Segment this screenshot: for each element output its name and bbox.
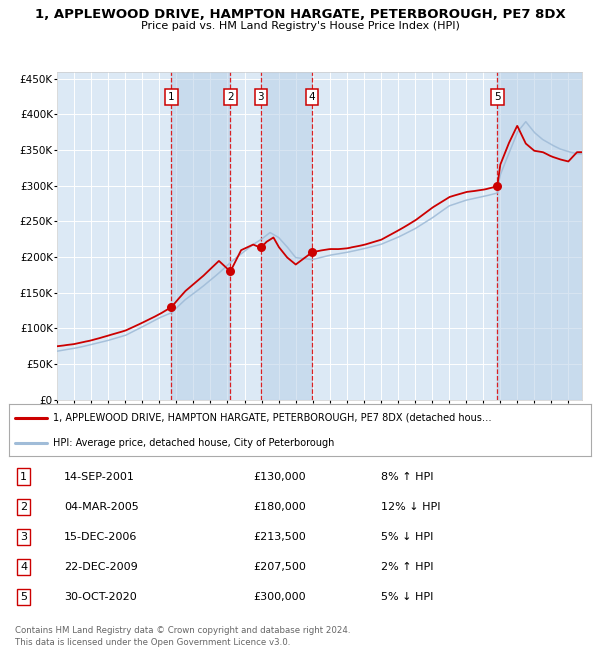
Text: £207,500: £207,500 <box>253 562 307 572</box>
Text: 2: 2 <box>20 502 27 512</box>
Bar <box>497 72 582 400</box>
Text: 4: 4 <box>309 92 316 102</box>
Text: Price paid vs. HM Land Registry's House Price Index (HPI): Price paid vs. HM Land Registry's House … <box>140 21 460 31</box>
Text: 15-DEC-2006: 15-DEC-2006 <box>64 532 137 542</box>
Text: £180,000: £180,000 <box>253 502 306 512</box>
Text: 5: 5 <box>20 592 27 602</box>
Text: 1: 1 <box>168 92 175 102</box>
Text: HPI: Average price, detached house, City of Peterborough: HPI: Average price, detached house, City… <box>53 438 334 448</box>
Text: 5% ↓ HPI: 5% ↓ HPI <box>382 592 434 602</box>
Text: £300,000: £300,000 <box>253 592 306 602</box>
Bar <box>172 72 230 400</box>
Text: 8% ↑ HPI: 8% ↑ HPI <box>382 472 434 482</box>
Text: 2% ↑ HPI: 2% ↑ HPI <box>382 562 434 572</box>
Text: 30-OCT-2020: 30-OCT-2020 <box>64 592 137 602</box>
Text: 3: 3 <box>20 532 27 542</box>
Text: 1, APPLEWOOD DRIVE, HAMPTON HARGATE, PETERBOROUGH, PE7 8DX (detached hous…: 1, APPLEWOOD DRIVE, HAMPTON HARGATE, PET… <box>53 413 491 422</box>
Text: 1, APPLEWOOD DRIVE, HAMPTON HARGATE, PETERBOROUGH, PE7 8DX: 1, APPLEWOOD DRIVE, HAMPTON HARGATE, PET… <box>35 8 565 21</box>
Text: 5% ↓ HPI: 5% ↓ HPI <box>382 532 434 542</box>
Text: £213,500: £213,500 <box>253 532 306 542</box>
Bar <box>261 72 312 400</box>
Text: 2: 2 <box>227 92 233 102</box>
Text: 3: 3 <box>257 92 264 102</box>
Text: 12% ↓ HPI: 12% ↓ HPI <box>382 502 441 512</box>
Text: 4: 4 <box>20 562 27 572</box>
Text: 04-MAR-2005: 04-MAR-2005 <box>64 502 139 512</box>
Text: Contains HM Land Registry data © Crown copyright and database right 2024.
This d: Contains HM Land Registry data © Crown c… <box>15 626 350 647</box>
Text: £130,000: £130,000 <box>253 472 306 482</box>
Text: 1: 1 <box>20 472 27 482</box>
Text: 14-SEP-2001: 14-SEP-2001 <box>64 472 135 482</box>
Text: 5: 5 <box>494 92 500 102</box>
Text: 22-DEC-2009: 22-DEC-2009 <box>64 562 138 572</box>
